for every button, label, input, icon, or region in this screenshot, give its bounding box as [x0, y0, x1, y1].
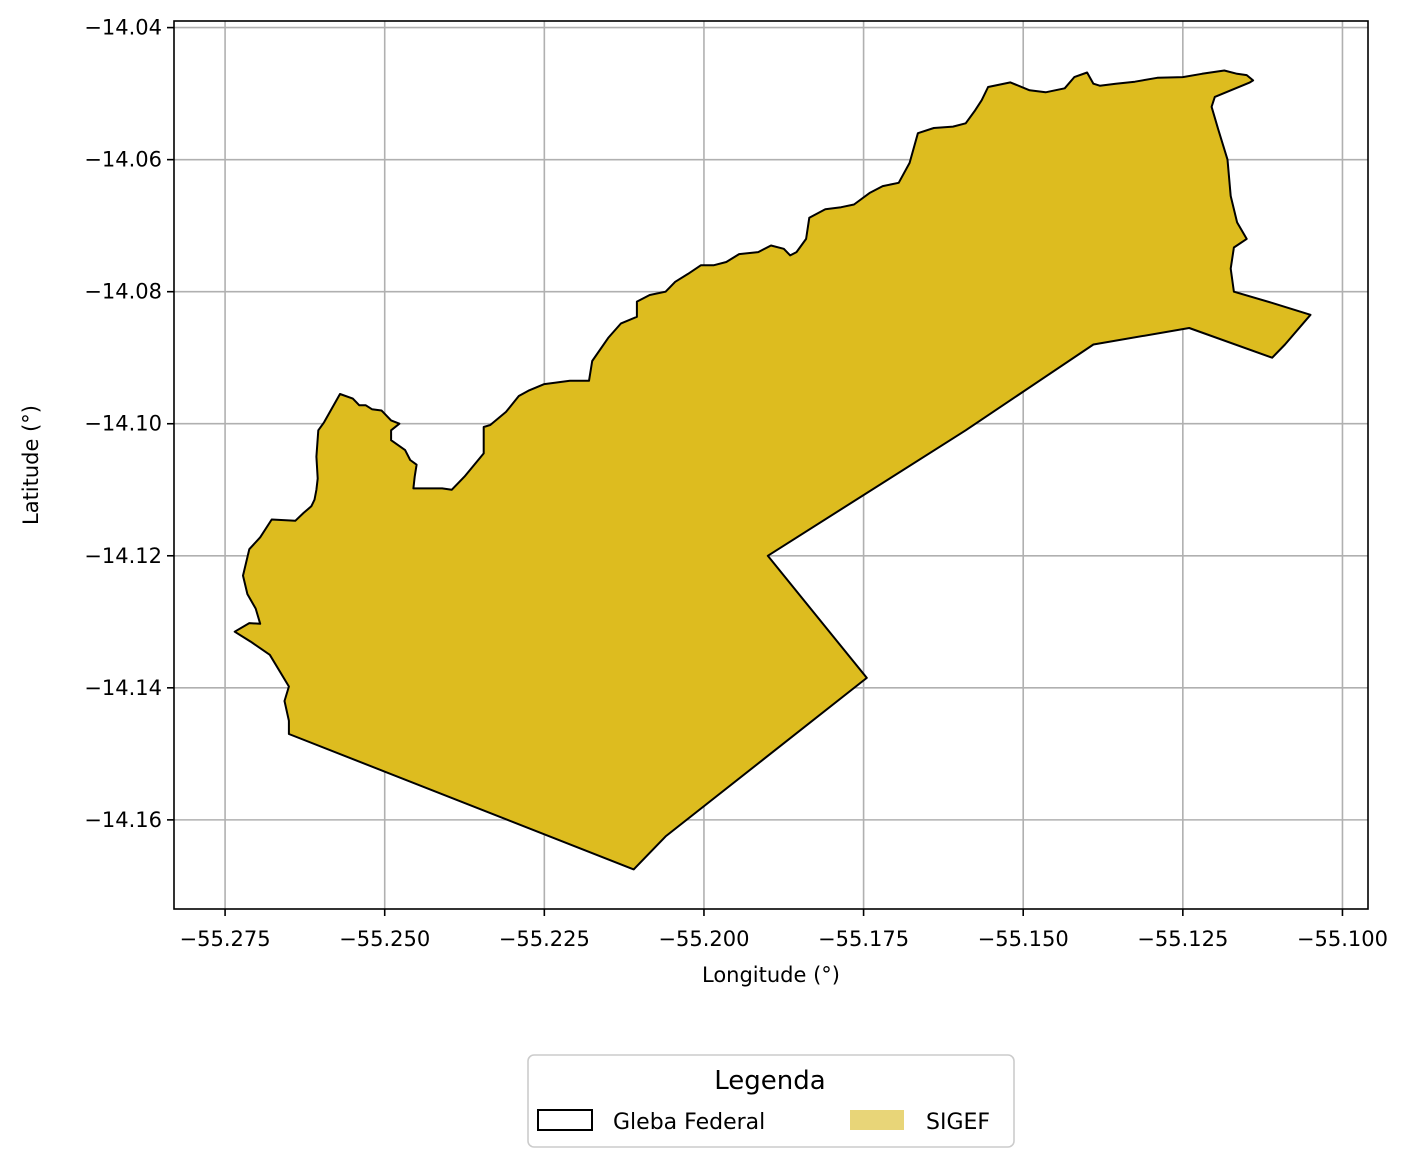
y-tick-label: −14.14 [84, 676, 162, 700]
x-axis-label: Longitude (°) [702, 963, 840, 987]
x-tick-label: −55.250 [339, 927, 430, 951]
x-tick-label: −55.200 [658, 927, 749, 951]
legend-swatch-gleba-federal [537, 1109, 593, 1131]
y-axis-ticks: −14.04 −14.06 −14.08 −14.10 −14.12 −14.14 −14.… [84, 16, 174, 832]
y-tick-label: −14.08 [84, 280, 162, 304]
x-tick-label: −55.100 [1297, 927, 1388, 951]
y-tick-label: −14.04 [84, 16, 162, 40]
legend-label-gleba-federal: Gleba Federal [613, 1110, 765, 1135]
x-tick-label: −55.225 [499, 927, 590, 951]
legend: Legenda Gleba Federal SIGEF [527, 1054, 1015, 1148]
legend-title: Legenda [714, 1066, 825, 1096]
sigef-polygon [233, 69, 1312, 871]
legend-swatch-sigef [850, 1110, 904, 1130]
x-tick-label: −55.275 [180, 927, 271, 951]
y-tick-label: −14.06 [84, 148, 162, 172]
y-tick-label: −14.16 [84, 808, 162, 832]
y-tick-label: −14.12 [84, 544, 162, 568]
x-tick-label: −55.150 [978, 927, 1069, 951]
plot-frame [173, 20, 1369, 910]
legend-label-sigef: SIGEF [926, 1110, 990, 1135]
x-axis-ticks: −55.275 −55.250 −55.225 −55.200 −55.175 −55.1… [180, 909, 1388, 951]
x-tick-label: −55.125 [1137, 927, 1228, 951]
x-tick-label: −55.175 [818, 927, 909, 951]
y-axis-label: Latitude (°) [19, 405, 43, 525]
y-tick-label: −14.10 [84, 412, 162, 436]
